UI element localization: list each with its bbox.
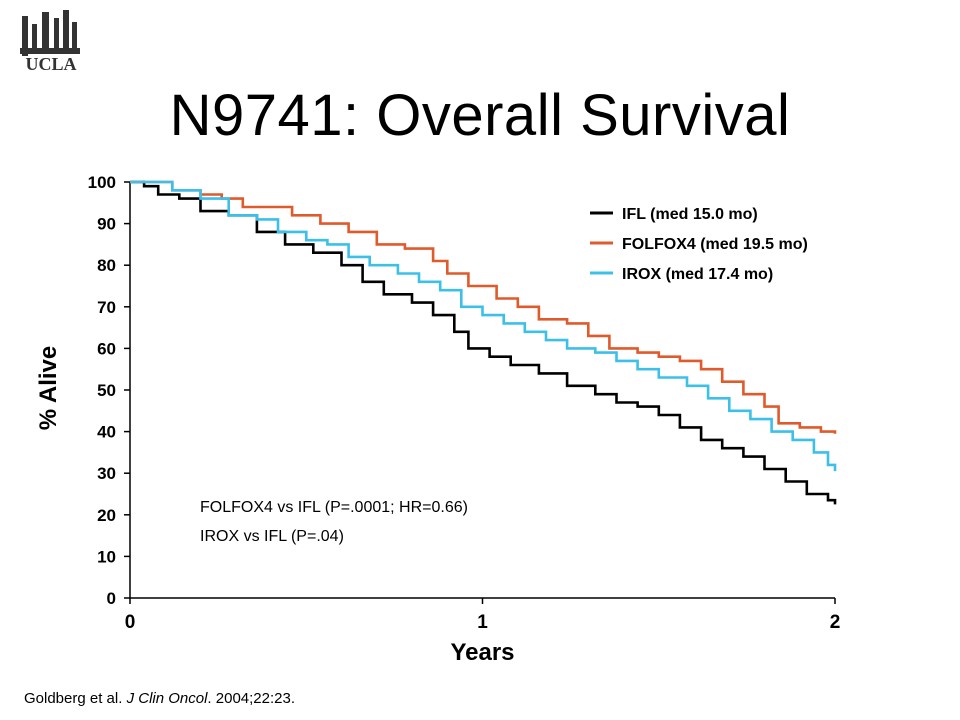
citation-journal: J Clin Oncol (126, 690, 208, 707)
legend-label: IROX (med 17.4 mo) (622, 266, 773, 283)
x-tick-label: 0 (125, 612, 136, 633)
annotations: FOLFOX4 vs IFL (P=.0001; HR=0.66) IROX vs… (200, 499, 468, 545)
y-tick-label: 70 (97, 298, 116, 317)
legend-label: FOLFOX4 (med 19.5 mo) (622, 236, 808, 253)
y-tick-label: 10 (97, 547, 116, 566)
y-tick-label: 40 (97, 423, 116, 442)
series-line-3 (130, 180, 837, 472)
series-line-2 (130, 180, 837, 434)
legend-label: IFL (med 15.0 mo) (622, 206, 758, 223)
y-tick-label: 90 (97, 215, 116, 234)
y-tick-label: 20 (97, 506, 116, 525)
y-tick-label: 80 (97, 256, 116, 275)
stat-annotation: FOLFOX4 vs IFL (P=.0001; HR=0.66) (200, 499, 468, 516)
series-line-1 (130, 180, 837, 505)
x-tick-label: 2 (830, 612, 841, 633)
y-tick-label: 30 (97, 464, 116, 483)
logo-text: UCLA (25, 54, 76, 72)
y-tick-label: 50 (97, 381, 116, 400)
axes: 0 10 20 30 40 50 60 70 80 90 100 0 1 2 Years % Alive (35, 173, 840, 666)
y-tick-label: 100 (88, 173, 116, 192)
citation-authors: Goldberg et al. (24, 690, 127, 707)
ucla-logo: UCLA (20, 10, 80, 72)
survival-curves (130, 180, 837, 505)
y-axis-label: % Alive (35, 346, 62, 430)
citation: Goldberg et al. J Clin Oncol. 2004;22:23… (24, 690, 295, 707)
citation-rest: . 2004;22:23. (207, 690, 295, 707)
y-tick-label: 0 (107, 589, 116, 608)
x-axis-label: Years (450, 639, 514, 666)
stat-annotation: IROX vs IFL (P=.04) (200, 528, 344, 545)
y-tick-label: 60 (97, 339, 116, 358)
legend: IFL (med 15.0 mo) FOLFOX4 (med 19.5 mo) IR… (590, 206, 808, 283)
slide-title: N9741: Overall Survival (169, 83, 791, 148)
x-tick-label: 1 (477, 612, 488, 633)
